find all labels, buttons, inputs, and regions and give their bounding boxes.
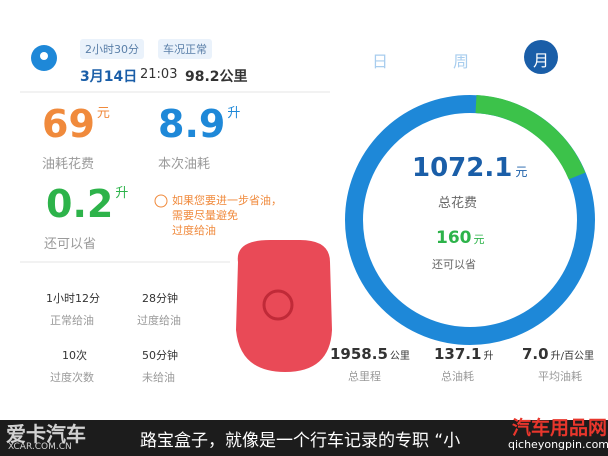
summary: 137.1 升	[434, 344, 493, 363]
stat-label: 正常给油	[50, 314, 94, 327]
unit: 元	[96, 106, 110, 121]
tip-line: 过度给油	[172, 224, 216, 237]
device-logo	[262, 289, 294, 321]
label: 总油耗	[441, 370, 474, 383]
stat-label: 过度次数	[50, 371, 94, 384]
metric: 8.9 升	[158, 102, 240, 146]
label: 还可以省	[44, 237, 97, 252]
stat-value: 1小时12分	[46, 292, 100, 305]
value: 7.0	[522, 345, 549, 363]
tab[interactable]: 日	[372, 52, 389, 71]
ring-saving: 160 元	[436, 228, 485, 248]
metric: 0.2 升	[46, 182, 128, 226]
unit: 升	[483, 351, 494, 362]
ring-total: 1072.1 元	[412, 153, 527, 183]
watermark: qicheyongpin.com	[508, 438, 608, 451]
date: 3月14日	[80, 69, 138, 85]
caption: 路宝盒子，就像是一个行车记录的专职 “小	[140, 431, 461, 451]
stat-label: 未给油	[142, 371, 175, 384]
label: 油耗花费	[42, 157, 95, 172]
label: 平均油耗	[538, 370, 582, 383]
summary: 7.0 升/百公里	[522, 344, 594, 363]
stat-value: 10次	[62, 349, 87, 362]
tab[interactable]: 周	[453, 52, 470, 71]
unit: 升	[115, 186, 129, 201]
tag: 2小时30分	[80, 39, 144, 59]
ring	[345, 95, 595, 345]
tip: 如果您要进一步省油， 需要尽量避免 过度给油	[172, 193, 282, 238]
value: 69	[42, 102, 95, 146]
device	[236, 240, 332, 372]
value: 1072.1	[412, 153, 513, 183]
unit: 公里	[389, 351, 410, 362]
caption-bar	[0, 420, 608, 456]
location-dot	[40, 52, 48, 60]
summary: 1958.5 公里	[330, 344, 410, 363]
value: 8.9	[158, 102, 226, 146]
watermark: 爱卡汽车	[6, 422, 86, 446]
stat-label: 过度给油	[137, 314, 181, 327]
label: 本次油耗	[158, 157, 211, 172]
unit: 元	[473, 233, 485, 246]
value: 0.2	[46, 182, 114, 226]
watermark: XCAR.COM.CN	[8, 442, 72, 452]
unit: 升/百公里	[550, 351, 594, 362]
value: 1958.5	[330, 345, 388, 363]
tip-icon	[154, 194, 168, 208]
stat-value: 28分钟	[142, 292, 178, 305]
tip-line: 如果您要进一步省油，	[172, 194, 282, 207]
value: 137.1	[434, 345, 482, 363]
tab[interactable]: 月	[533, 51, 550, 70]
label: 总花费	[438, 196, 478, 211]
tip-line: 需要尽量避免	[172, 209, 238, 222]
unit: 升	[227, 106, 241, 121]
metric: 69 元	[42, 102, 110, 146]
time: 21:03	[140, 67, 178, 82]
tab-active-bg	[524, 40, 558, 74]
label: 总里程	[348, 370, 381, 383]
label: 还可以省	[432, 258, 476, 271]
unit: 元	[515, 165, 528, 179]
value: 160	[436, 228, 472, 248]
ring-saving	[475, 95, 586, 180]
tag: 车况正常	[158, 39, 212, 59]
watermark: 汽车用品网	[512, 417, 608, 439]
distance: 98.2公里	[185, 69, 248, 85]
stat-value: 50分钟	[142, 349, 178, 362]
